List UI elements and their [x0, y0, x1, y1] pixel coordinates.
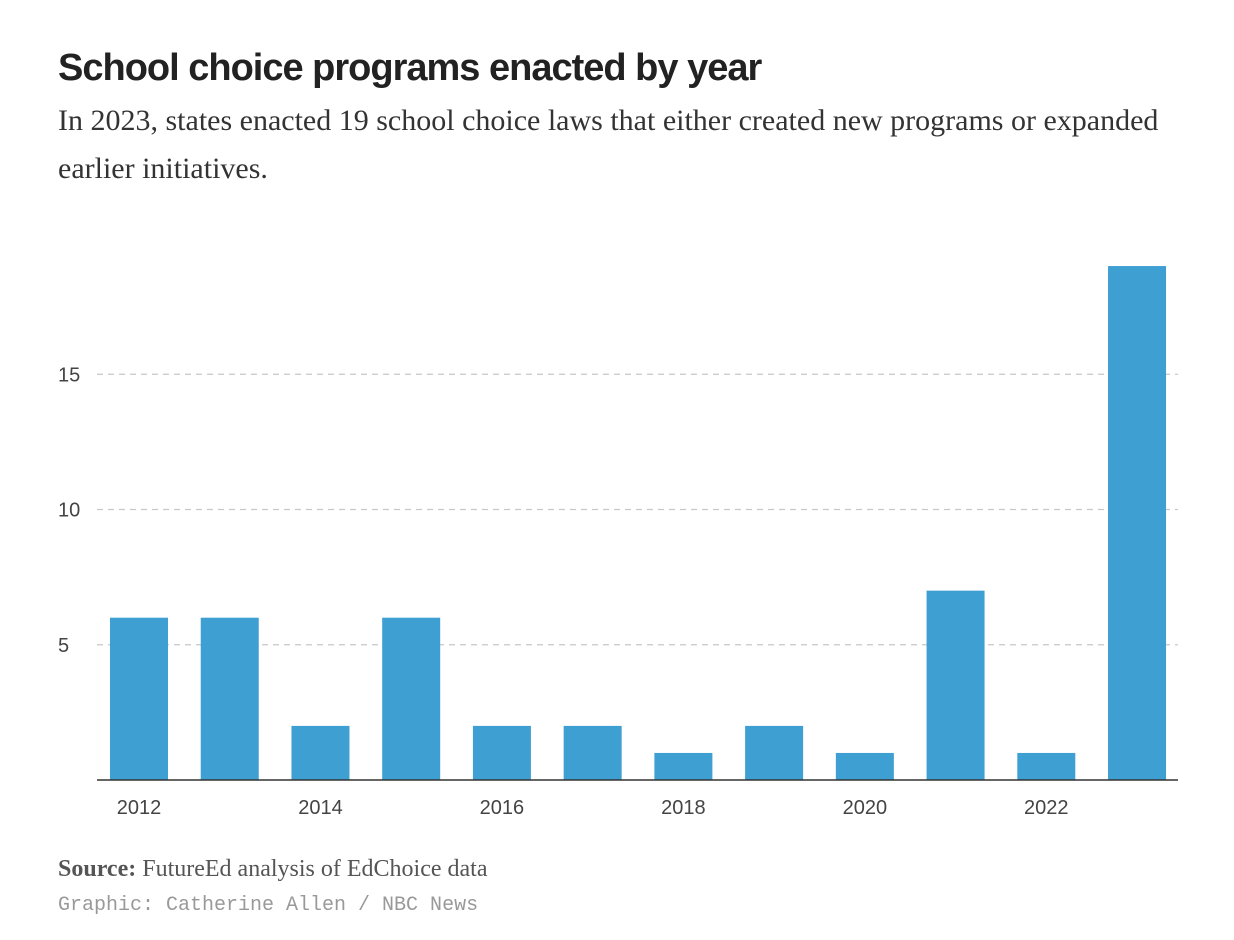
bar-2019: [745, 725, 804, 780]
bar-chart: 5 10 15 2012 2014 2016 2018 2020 2022: [58, 266, 1178, 819]
source-note: Source: FutureEd analysis of EdChoice da…: [58, 856, 487, 883]
x-tick-label: 2016: [480, 797, 525, 819]
bar-2017: [563, 725, 622, 780]
bar-2015: [382, 617, 441, 780]
x-tick-label: 2014: [298, 797, 343, 819]
chart-title: School choice programs enacted by year: [58, 47, 762, 89]
bars: [110, 266, 1167, 780]
y-tick-label: 5: [58, 635, 69, 657]
bar-2016: [472, 725, 531, 780]
bar-2022: [1017, 752, 1076, 780]
y-tick-label: 15: [58, 364, 80, 386]
graphic-credit: Graphic: Catherine Allen / NBC News: [58, 894, 479, 917]
x-axis-ticks: 2012 2014 2016 2018 2020 2022: [117, 797, 1069, 819]
y-axis-ticks: 5 10 15: [58, 364, 80, 657]
bar-2014: [291, 725, 350, 780]
x-tick-label: 2018: [661, 797, 706, 819]
x-tick-label: 2012: [117, 797, 162, 819]
y-tick-label: 10: [58, 500, 80, 522]
source-text: FutureEd analysis of EdChoice data: [136, 856, 488, 882]
bar-2023: [1108, 266, 1167, 780]
bar-2018: [654, 752, 713, 780]
source-label: Source:: [58, 856, 137, 882]
bar-2020: [835, 752, 894, 780]
gridlines: [97, 373, 1178, 646]
chart-subtitle: In 2023, states enacted 19 school choice…: [58, 104, 1159, 185]
bar-2012: [110, 617, 168, 780]
bar-2021: [926, 590, 985, 780]
bar-2013: [200, 617, 259, 780]
x-tick-label: 2020: [843, 797, 888, 819]
x-tick-label: 2022: [1024, 797, 1069, 819]
